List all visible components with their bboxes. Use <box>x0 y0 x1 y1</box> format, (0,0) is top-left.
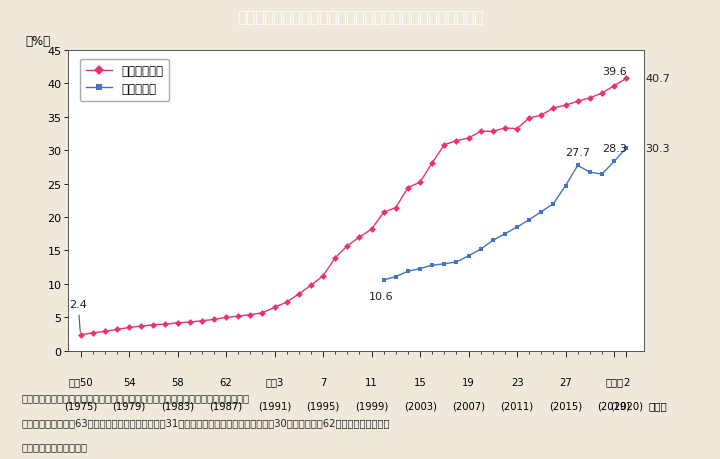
Text: 2: 2 <box>623 377 629 386</box>
Text: 54: 54 <box>122 377 135 386</box>
Text: (1999): (1999) <box>355 401 388 411</box>
Text: (1991): (1991) <box>258 401 291 411</box>
Legend: 審議会等委員, 専門委員等: 審議会等委員, 専門委員等 <box>80 59 169 102</box>
Text: 19: 19 <box>462 377 475 386</box>
Text: 令和元: 令和元 <box>605 377 623 386</box>
Text: 27.7: 27.7 <box>565 147 590 157</box>
Text: 39.6: 39.6 <box>602 67 626 77</box>
Text: (1975): (1975) <box>64 401 97 411</box>
Text: 23: 23 <box>510 377 523 386</box>
Text: 58: 58 <box>171 377 184 386</box>
Text: 27: 27 <box>559 377 572 386</box>
Text: (2015): (2015) <box>549 401 582 411</box>
Text: 7: 7 <box>320 377 326 386</box>
Text: 40.7: 40.7 <box>646 74 670 84</box>
Text: 昭和50: 昭和50 <box>68 377 93 386</box>
Text: 2.4: 2.4 <box>69 300 87 332</box>
Text: 平成3: 平成3 <box>266 377 284 386</box>
Text: (2003): (2003) <box>404 401 436 411</box>
Text: (1983): (1983) <box>161 401 194 411</box>
Text: 28.3: 28.3 <box>602 143 626 153</box>
Text: 異なる。: 異なる。 <box>22 442 88 452</box>
Text: 11: 11 <box>365 377 378 386</box>
Text: (2007): (2007) <box>452 401 485 411</box>
Text: (1979): (1979) <box>112 401 145 411</box>
Text: (2019): (2019) <box>598 401 631 411</box>
Text: (2020): (2020) <box>610 401 643 411</box>
Text: （年）: （年） <box>648 401 667 411</box>
Text: 10.6: 10.6 <box>369 291 394 301</box>
Text: (2011): (2011) <box>500 401 534 411</box>
Text: （%）: （%） <box>25 34 50 47</box>
Text: ２．昭和63年から平成６年は，各年３月31日現在。平成７年以降は，各年９月30日現在。昭和62年以前は，年により: ２．昭和63年から平成６年は，各年３月31日現在。平成７年以降は，各年９月30日… <box>22 418 390 428</box>
Text: （備考）　１．内閣府「国の審議会等における女性委員の参画状況調べ」より作成。: （備考） １．内閣府「国の審議会等における女性委員の参画状況調べ」より作成。 <box>22 392 250 403</box>
Text: (1987): (1987) <box>210 401 243 411</box>
Text: 62: 62 <box>220 377 233 386</box>
Text: Ｉ－１－５図　国の審議会等における女性委員の割合の推移: Ｉ－１－５図 国の審議会等における女性委員の割合の推移 <box>237 10 483 25</box>
Text: 30.3: 30.3 <box>646 144 670 154</box>
Text: 15: 15 <box>414 377 426 386</box>
Text: (1995): (1995) <box>307 401 340 411</box>
